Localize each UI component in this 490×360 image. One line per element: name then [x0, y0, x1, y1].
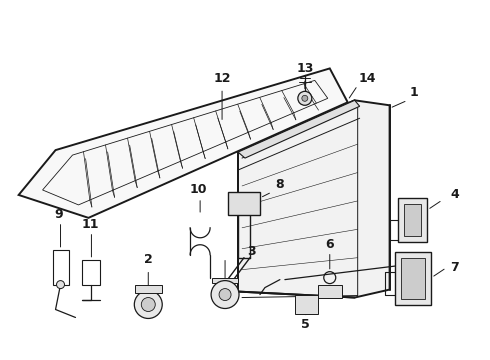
Polygon shape [400, 258, 425, 298]
Circle shape [298, 91, 312, 105]
Polygon shape [228, 192, 260, 215]
Text: 6: 6 [325, 238, 334, 251]
Text: 2: 2 [144, 253, 153, 266]
Text: 5: 5 [301, 318, 310, 331]
Polygon shape [397, 198, 427, 242]
Polygon shape [318, 285, 342, 298]
Text: 11: 11 [82, 218, 99, 231]
Text: 14: 14 [359, 72, 376, 85]
Polygon shape [212, 278, 238, 283]
Text: 12: 12 [213, 72, 231, 85]
Circle shape [56, 280, 65, 289]
Polygon shape [238, 100, 390, 298]
Circle shape [134, 291, 162, 319]
Text: 3: 3 [247, 245, 256, 258]
Text: 10: 10 [189, 184, 207, 197]
Circle shape [302, 95, 308, 101]
Text: 8: 8 [275, 179, 284, 192]
Polygon shape [238, 100, 360, 158]
Circle shape [211, 280, 239, 309]
Polygon shape [404, 204, 421, 236]
Polygon shape [135, 285, 162, 293]
Circle shape [141, 298, 155, 311]
Text: 7: 7 [450, 261, 459, 274]
Polygon shape [295, 294, 318, 315]
Text: 4: 4 [450, 188, 459, 202]
Text: 13: 13 [296, 62, 314, 75]
Polygon shape [394, 252, 432, 305]
Text: 1: 1 [409, 86, 418, 99]
Circle shape [219, 289, 231, 301]
Polygon shape [19, 68, 348, 218]
Text: 9: 9 [54, 208, 63, 221]
